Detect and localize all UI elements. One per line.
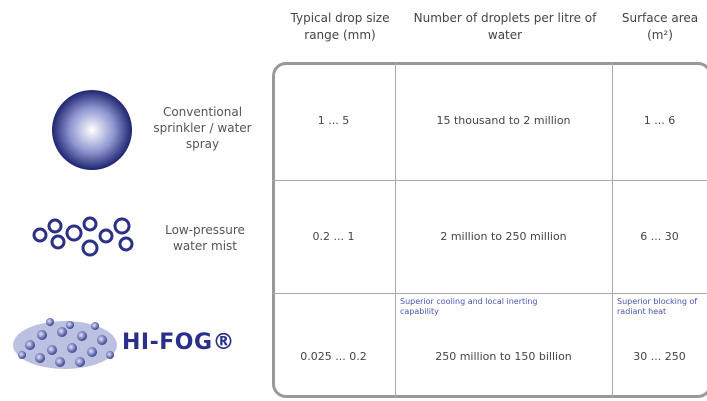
cell: 15 thousand to 2 million [395, 114, 612, 127]
column-header: Typical drop size range (mm) [280, 10, 400, 44]
cell: 0.025 ... 0.2 [272, 350, 395, 363]
cell-note: Superior blocking of radiant heat [617, 297, 702, 317]
row-label: HI-FOG® [122, 330, 235, 355]
cell: 30 ... 250 [612, 350, 707, 363]
row-label: Low-pressure water mist [150, 222, 260, 254]
cell: 1 ... 5 [272, 114, 395, 127]
column-header: Surface area (m²) [620, 10, 700, 44]
mist-icon [34, 218, 132, 255]
column-header: Number of droplets per litre of water [410, 10, 600, 44]
row-label: Conventional sprinkler / water spray [145, 104, 260, 152]
cell: 1 ... 6 [612, 114, 707, 127]
row-divider [272, 180, 707, 181]
cell: 0.2 ... 1 [272, 230, 395, 243]
cell: 250 million to 150 billion [395, 350, 612, 363]
drop-icon [52, 90, 132, 170]
row-divider [272, 293, 707, 294]
cell-note: Superior cooling and local inerting capa… [400, 297, 550, 317]
infographic: Typical drop size range (mm) Number of d… [0, 0, 707, 401]
cell: 2 million to 250 million [395, 230, 612, 243]
fog-icon [13, 318, 117, 369]
cell: 6 ... 30 [612, 230, 707, 243]
